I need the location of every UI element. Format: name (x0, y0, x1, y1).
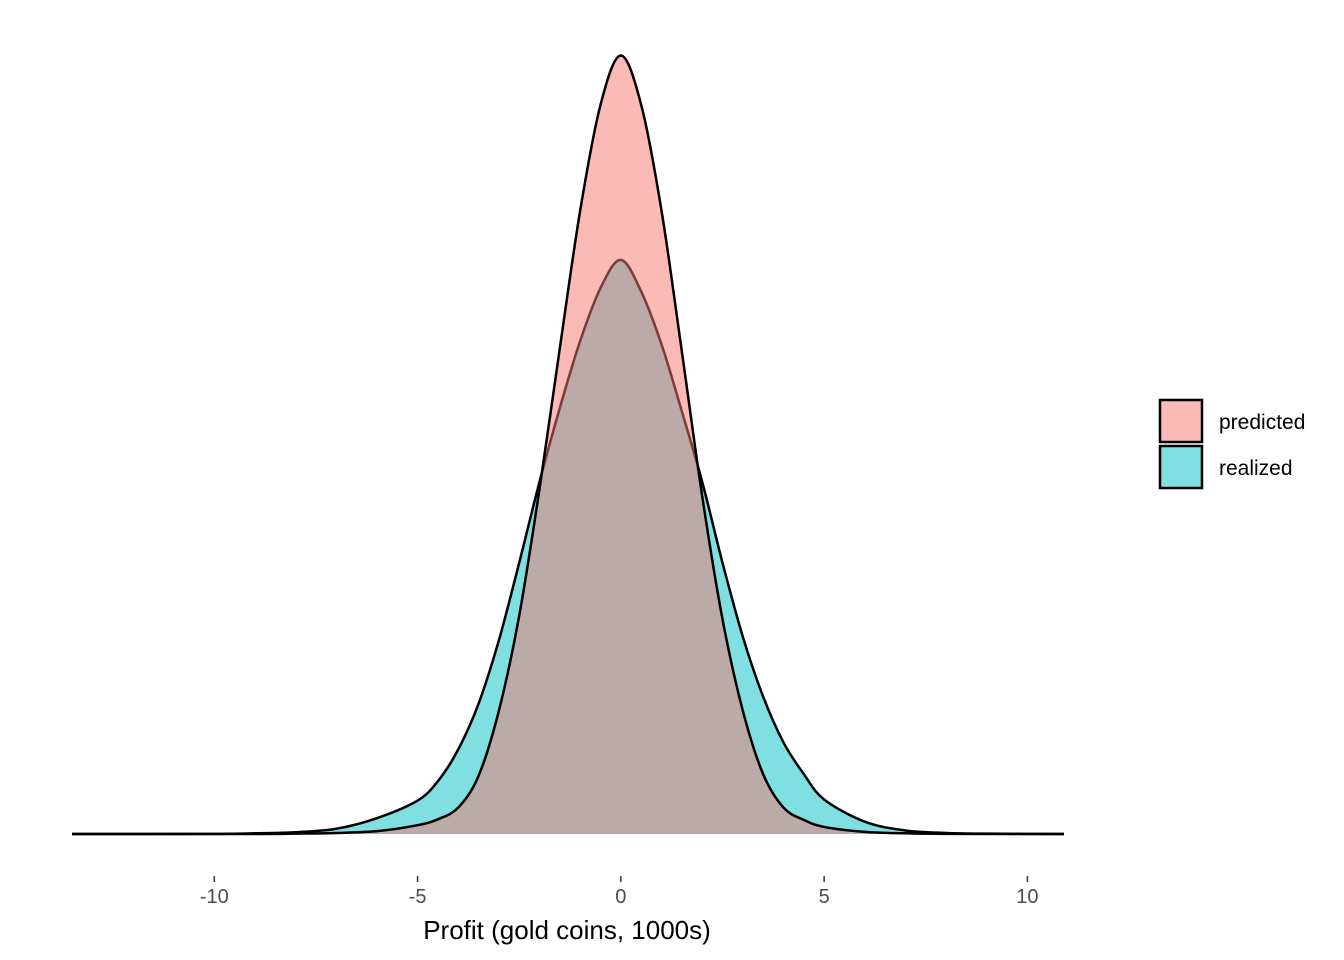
x-tick-label: 10 (1016, 886, 1038, 908)
legend: predicted realized (1158, 398, 1305, 490)
x-tick-label: 5 (819, 886, 830, 908)
legend-key-realized (1158, 444, 1204, 490)
x-tick-label: -5 (409, 886, 427, 908)
plot-area (71, 54, 1065, 836)
x-axis: -10 -5 0 5 10 (200, 876, 1039, 908)
x-tick-label: 0 (615, 886, 626, 908)
legend-key-predicted (1158, 398, 1204, 444)
legend-label-predicted: predicted (1219, 411, 1305, 434)
density-line-predicted (71, 54, 1065, 836)
density-area-predicted (72, 55, 1064, 834)
x-axis-title: Profit (gold coins, 1000s) (423, 915, 711, 945)
legend-label-realized: realized (1219, 457, 1293, 480)
x-tick-label: -10 (200, 886, 229, 908)
